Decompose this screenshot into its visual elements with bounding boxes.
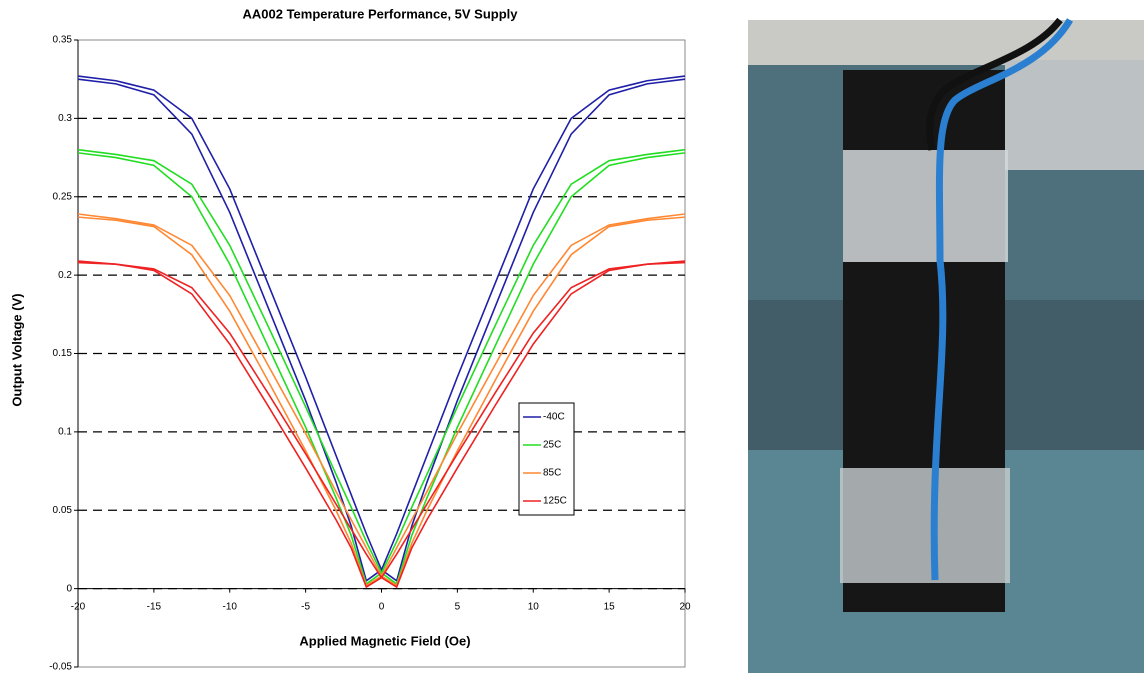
photo-wall (748, 20, 1144, 65)
legend-label: 25C (543, 440, 561, 451)
y-tick-label: 0.2 (58, 270, 72, 281)
x-tick-label: -5 (301, 601, 310, 612)
series-line (77, 260, 686, 589)
y-tick-label: 0.25 (53, 191, 73, 202)
photo (748, 17, 1144, 673)
series-line (77, 213, 686, 587)
y-tick-label: 0.15 (53, 348, 73, 359)
photo-tape (1005, 60, 1144, 170)
y-tick-label: 0.35 (53, 35, 73, 46)
y-tick-label: 0.05 (53, 505, 73, 516)
photo-tape (843, 150, 1008, 262)
photo-wire (926, 17, 1063, 151)
x-tick-label: 15 (604, 601, 616, 612)
x-axis-label: Applied Magnetic Field (Oe) (299, 633, 470, 648)
x-tick-label: -20 (71, 601, 86, 612)
chart-title: AA002 Temperature Performance, 5V Supply (242, 6, 518, 21)
x-tick-label: 5 (455, 601, 461, 612)
series-line (77, 75, 686, 583)
photo-wire (930, 18, 1073, 581)
series-line (77, 213, 686, 587)
series-line (77, 148, 686, 586)
y-tick-label: 0.3 (58, 113, 72, 124)
x-tick-label: -10 (223, 601, 238, 612)
series-line (77, 148, 686, 586)
x-tick-label: 20 (679, 601, 691, 612)
y-tick-label: 0 (66, 583, 72, 594)
legend-label: -40C (543, 412, 565, 423)
legend-label: 125C (543, 496, 567, 507)
x-tick-label: -15 (147, 601, 162, 612)
photo-tape (840, 468, 1010, 583)
series-line (77, 75, 686, 583)
x-tick-label: 0 (379, 601, 385, 612)
y-tick-label: -0.05 (49, 662, 72, 673)
y-axis-label: Output Voltage (V) (9, 293, 24, 406)
x-tick-label: 10 (528, 601, 540, 612)
legend-label: 85C (543, 468, 561, 479)
legend-box (518, 402, 575, 516)
series-line (77, 260, 686, 589)
y-tick-label: 0.1 (58, 427, 72, 438)
